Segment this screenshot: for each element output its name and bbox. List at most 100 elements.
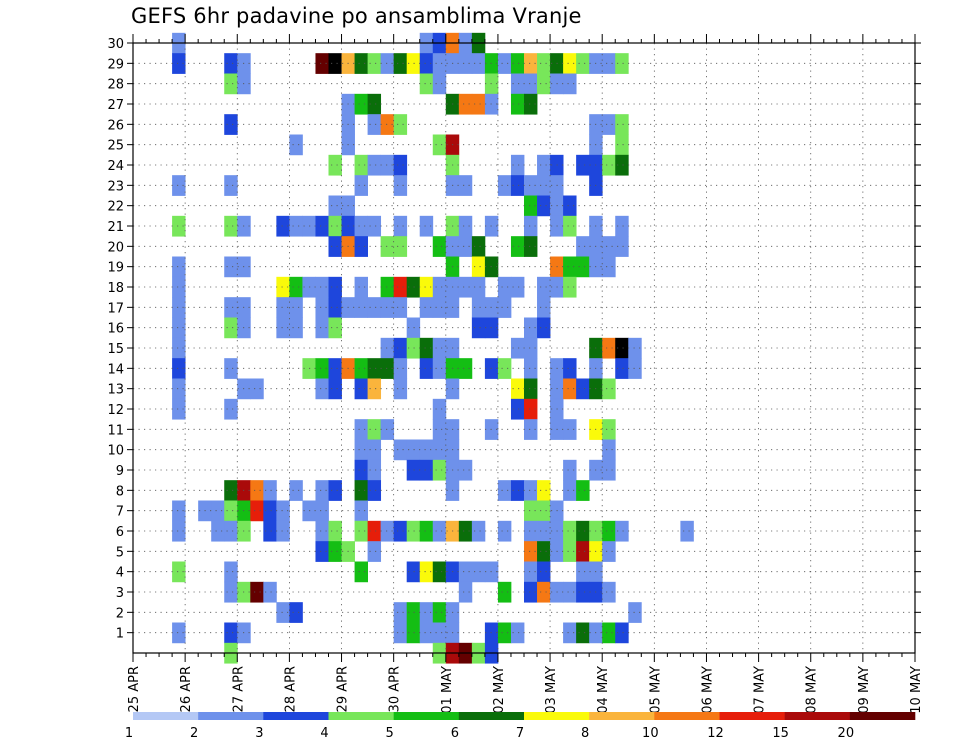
heatmap-cell bbox=[380, 419, 395, 440]
heatmap-cell bbox=[615, 215, 629, 237]
heatmap-cell bbox=[563, 581, 577, 603]
heatmap-cell bbox=[315, 500, 329, 522]
heatmap-cell bbox=[367, 520, 382, 542]
heatmap-cell bbox=[615, 358, 629, 379]
heatmap-cell bbox=[471, 256, 486, 278]
heatmap-cell bbox=[576, 53, 590, 74]
heatmap-cell bbox=[563, 215, 577, 237]
y-tick-label: 29 bbox=[107, 57, 124, 72]
heatmap-cell bbox=[224, 358, 238, 379]
heatmap-cell bbox=[406, 520, 421, 542]
heatmap-cell bbox=[576, 256, 590, 278]
heatmap-cell bbox=[510, 175, 525, 196]
x-tick-label: 04 MAY bbox=[596, 666, 611, 714]
heatmap-cell bbox=[602, 419, 616, 440]
heatmap-cell bbox=[602, 520, 616, 542]
heatmap-cell bbox=[224, 53, 238, 74]
heatmap-cell bbox=[458, 93, 473, 115]
heatmap-cell bbox=[328, 541, 342, 562]
heatmap-cell bbox=[367, 114, 382, 135]
heatmap-cell bbox=[576, 581, 590, 603]
heatmap-cell bbox=[419, 337, 434, 359]
heatmap-cell bbox=[354, 297, 368, 318]
heatmap-cell bbox=[537, 520, 551, 542]
colorbar-swatch bbox=[393, 712, 460, 720]
x-tick-label: 02 MAY bbox=[492, 666, 507, 714]
heatmap-cell bbox=[406, 276, 421, 298]
heatmap-cell bbox=[354, 236, 368, 257]
colorbar-swatch bbox=[719, 712, 785, 720]
heatmap-cell bbox=[524, 398, 538, 420]
heatmap-cell bbox=[211, 500, 225, 522]
colorbar-swatch bbox=[458, 712, 525, 720]
heatmap-cell bbox=[211, 520, 225, 542]
heatmap-cell bbox=[524, 581, 538, 603]
heatmap-cell bbox=[406, 622, 421, 644]
heatmap-cell bbox=[576, 236, 590, 257]
heatmap-cell bbox=[315, 53, 329, 74]
heatmap-cell bbox=[328, 215, 342, 237]
colorbar-label: 7 bbox=[516, 726, 524, 741]
heatmap-cell bbox=[276, 520, 290, 542]
heatmap-cell bbox=[250, 480, 264, 501]
heatmap-cell bbox=[263, 480, 277, 501]
heatmap-cell bbox=[263, 520, 277, 542]
heatmap-cell bbox=[563, 256, 577, 278]
heatmap-cell bbox=[380, 114, 395, 135]
heatmap-cell bbox=[524, 337, 538, 359]
heatmap-cell bbox=[432, 236, 447, 257]
x-tick-label: 01 MAY bbox=[440, 666, 455, 714]
heatmap-cell bbox=[367, 358, 382, 379]
heatmap-cell bbox=[315, 520, 329, 542]
heatmap-cell bbox=[563, 480, 577, 501]
y-tick-label: 18 bbox=[107, 281, 124, 296]
heatmap-cell bbox=[537, 276, 551, 298]
heatmap-cell bbox=[432, 73, 447, 95]
colorbar-label: 2 bbox=[190, 726, 198, 741]
heatmap-cell bbox=[354, 175, 368, 196]
heatmap-cell bbox=[432, 337, 447, 359]
heatmap-cell bbox=[576, 541, 590, 562]
heatmap-cell bbox=[563, 419, 577, 440]
heatmap-cell bbox=[315, 317, 329, 339]
colorbar-label: 20 bbox=[838, 726, 855, 741]
heatmap-cell bbox=[432, 561, 447, 583]
heatmap-cell bbox=[393, 276, 408, 298]
heatmap-cell bbox=[458, 53, 473, 74]
heatmap-cell bbox=[524, 93, 538, 115]
colorbar: 1 2 3 4 5 6 7 8 10 12 15 20 bbox=[125, 712, 916, 741]
x-tick-label: 29 APR bbox=[336, 666, 351, 712]
heatmap-cell bbox=[380, 236, 395, 257]
heatmap-cell bbox=[367, 154, 382, 176]
y-tick-label: 1 bbox=[116, 627, 124, 642]
heatmap-cell bbox=[406, 53, 421, 74]
y-tick-label: 20 bbox=[107, 240, 124, 255]
y-tick-label: 28 bbox=[107, 78, 124, 93]
heatmap-cell bbox=[393, 175, 408, 196]
y-tick-label: 3 bbox=[116, 586, 124, 601]
y-tick-label: 30 bbox=[107, 37, 124, 52]
heatmap-cell bbox=[432, 520, 447, 542]
heatmap-cell bbox=[419, 297, 434, 318]
y-tick-label: 14 bbox=[107, 362, 124, 377]
heatmap-cell bbox=[524, 500, 538, 522]
heatmap-cell bbox=[524, 561, 538, 583]
heatmap-cell bbox=[393, 439, 408, 461]
heatmap-cell bbox=[367, 53, 382, 74]
heatmap-cell bbox=[537, 317, 551, 339]
heatmap-cell bbox=[510, 73, 525, 95]
heatmap-cell bbox=[406, 459, 421, 481]
heatmap-cell bbox=[458, 581, 473, 603]
heatmap-cell bbox=[315, 276, 329, 298]
heatmap-cell bbox=[328, 276, 342, 298]
heatmap-cell bbox=[524, 358, 538, 379]
heatmap-cell bbox=[576, 520, 590, 542]
heatmap-cell bbox=[354, 154, 368, 176]
heatmap-cell bbox=[497, 175, 512, 196]
colorbar-label: 8 bbox=[581, 726, 589, 741]
y-tick-label: 7 bbox=[116, 505, 124, 520]
heatmap-cell bbox=[524, 73, 538, 95]
heatmap-cell bbox=[354, 53, 368, 74]
heatmap-cell bbox=[172, 500, 186, 522]
heatmap-cell bbox=[328, 358, 342, 379]
